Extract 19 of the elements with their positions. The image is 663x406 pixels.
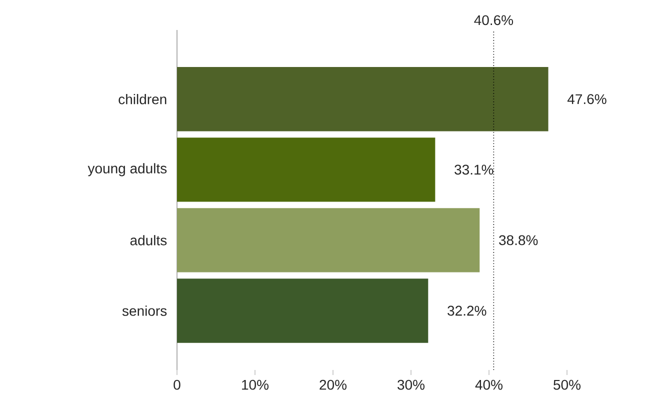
data-label: 33.1% <box>454 164 494 175</box>
x-tick-label: 30% <box>398 380 425 390</box>
y-tick-label: young adults <box>88 163 167 176</box>
bar <box>177 138 436 202</box>
x-tick-label: 20% <box>320 380 347 390</box>
x-tick-label: 0 <box>174 380 180 390</box>
data-label: 32.2% <box>448 306 486 316</box>
y-tick-label: seniors <box>122 306 167 316</box>
bar <box>177 67 548 132</box>
data-label: 38.8% <box>499 235 538 246</box>
bar <box>177 278 428 343</box>
x-tick-label: 50% <box>554 380 581 390</box>
y-tick-label: children <box>118 94 166 104</box>
y-tick-label: adults <box>130 235 167 246</box>
x-tick-label: 40% <box>475 380 503 390</box>
x-tick-label: 10% <box>242 380 269 390</box>
data-label: 47.6% <box>567 94 606 104</box>
bar <box>177 208 480 272</box>
ref-line-label: 40.6% <box>474 15 514 26</box>
